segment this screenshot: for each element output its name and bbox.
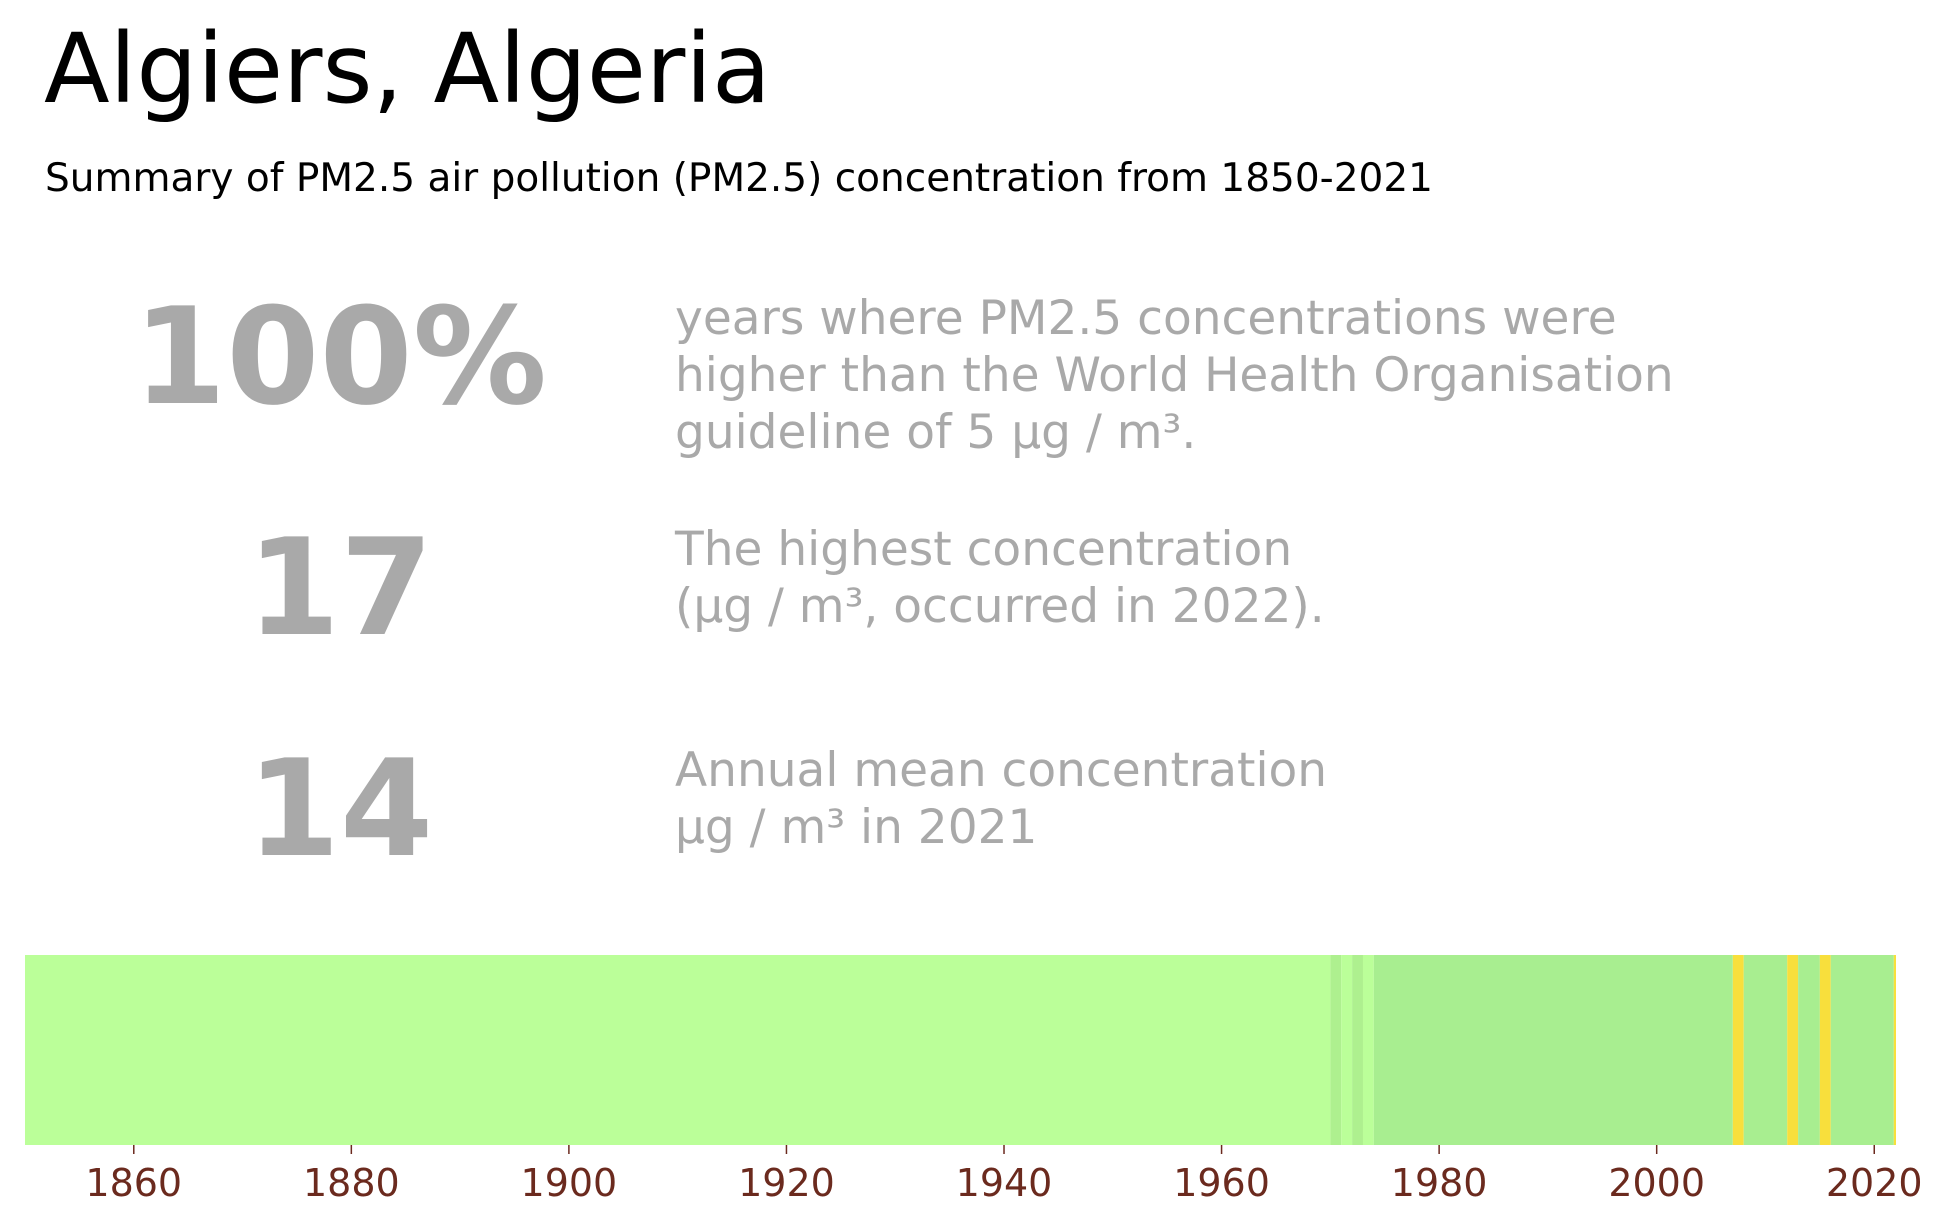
- stripe-band: [25, 955, 1331, 1145]
- stripe-band: [1819, 955, 1831, 1145]
- stat-annual-mean: 14: [246, 731, 434, 887]
- x-tick-label: 1860: [85, 1161, 182, 1205]
- stat-highest-concentration-description: The highest concentration (µg / m³, occu…: [675, 522, 1325, 634]
- stripe-band: [1830, 955, 1894, 1145]
- stripe-band: [1798, 955, 1820, 1145]
- page-subtitle: Summary of PM2.5 air pollution (PM2.5) c…: [45, 156, 1433, 201]
- stripe-band: [1893, 955, 1896, 1145]
- x-tick-label: 1980: [1391, 1161, 1488, 1205]
- x-tick-label: 2020: [1826, 1161, 1923, 1205]
- stripe-band: [1732, 955, 1744, 1145]
- x-tick-label: 2000: [1608, 1161, 1705, 1205]
- x-tick-label: 1900: [521, 1161, 618, 1205]
- stripe-band: [1330, 955, 1342, 1145]
- stripe-band: [1352, 955, 1363, 1145]
- stripe-band: [1373, 955, 1733, 1145]
- stripe-band: [1362, 955, 1374, 1145]
- stripe-bands: [25, 955, 1896, 1145]
- x-tick-label: 1940: [956, 1161, 1053, 1205]
- x-axis: 1860 1880 1900 1920 1940 1960 1980 2000 2020: [85, 1145, 1923, 1205]
- stat-percent-above-guideline: 100%: [133, 279, 547, 435]
- x-tick-label: 1960: [1173, 1161, 1270, 1205]
- stripe-band: [1787, 955, 1799, 1145]
- stripe-band: [1743, 955, 1788, 1145]
- stat-annual-mean-description: Annual mean concentration µg / m³ in 202…: [675, 743, 1328, 855]
- page-title: Algiers, Algeria: [44, 13, 771, 125]
- x-tick-label: 1920: [738, 1161, 835, 1205]
- x-tick-label: 1880: [303, 1161, 400, 1205]
- stat-highest-concentration: 17: [246, 510, 434, 666]
- stat-percent-above-guideline-description: years where PM2.5 concentrations were hi…: [675, 291, 1674, 460]
- stripe-band: [1341, 955, 1353, 1145]
